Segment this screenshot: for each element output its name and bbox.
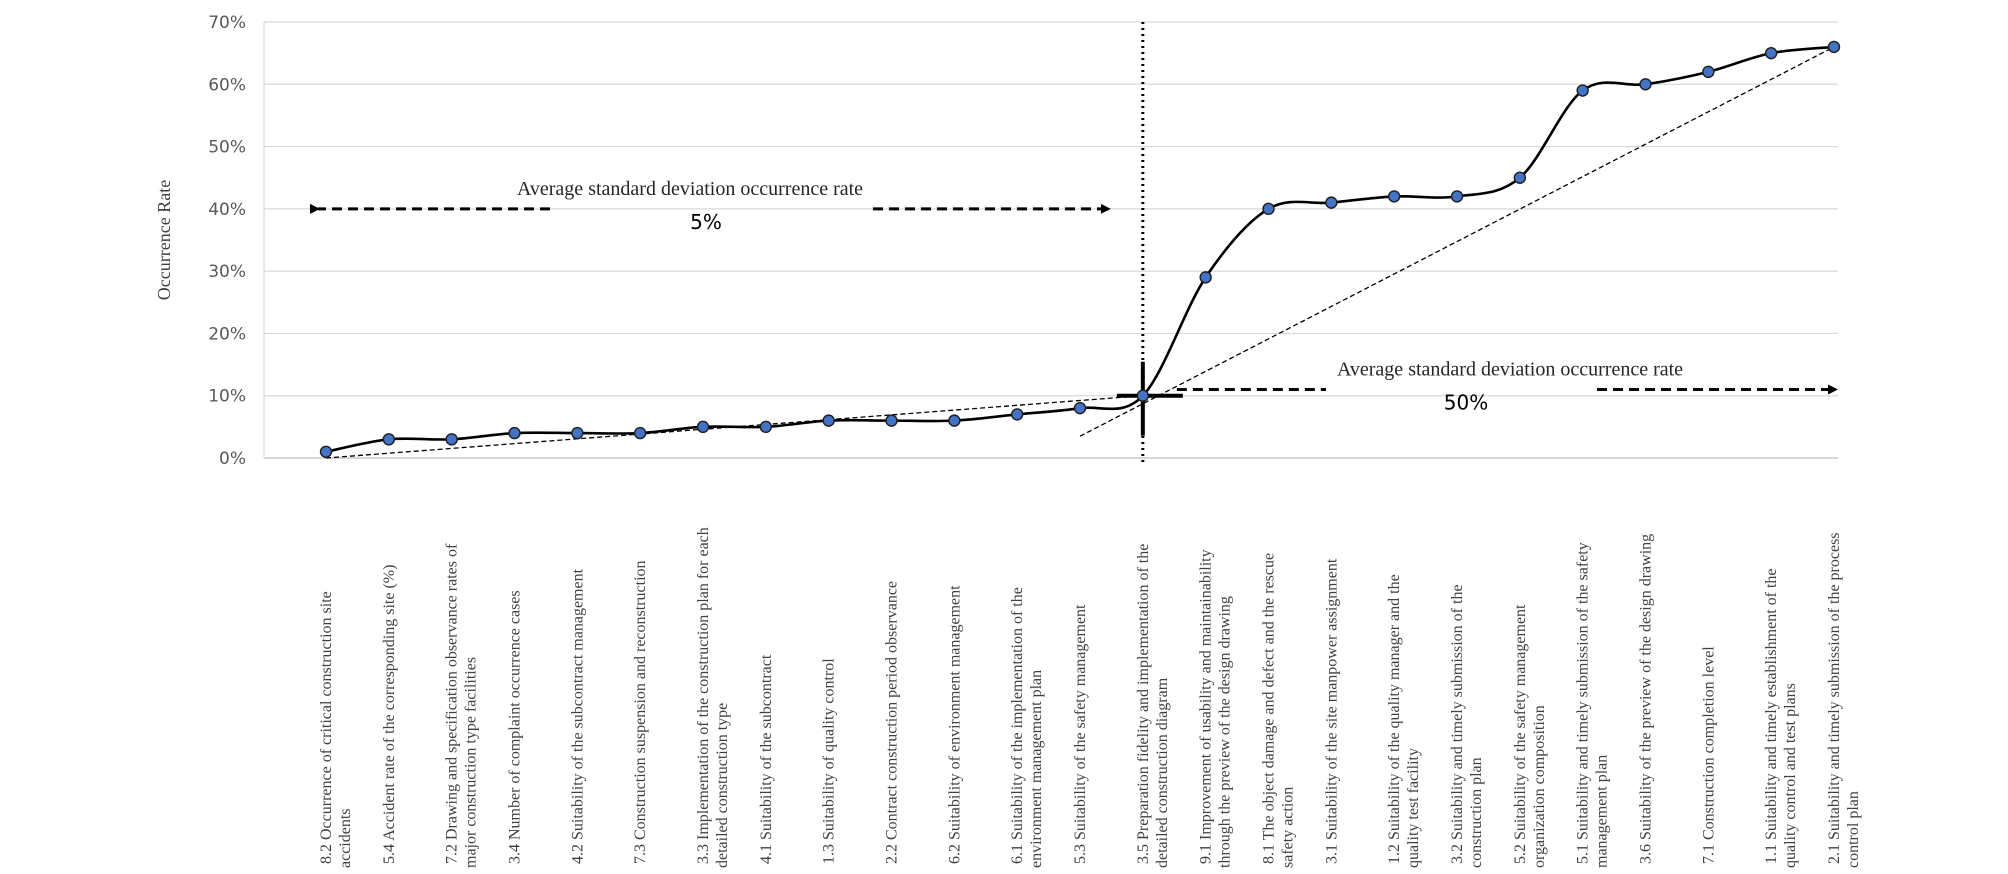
data-point	[1199, 271, 1212, 284]
data-point	[948, 414, 961, 427]
trend-lines	[325, 46, 1835, 459]
data-point	[1387, 190, 1401, 203]
category-label: 9.1 Improvement of usability and maintai…	[1198, 549, 1234, 868]
category-label: 1.3 Suitability of quality control	[821, 658, 838, 864]
threshold-marker	[1116, 22, 1183, 462]
category-label: 7.2 Drawing and specification observance…	[444, 543, 480, 868]
gridlines	[264, 21, 1838, 459]
category-label: 4.2 Suitability of the subcontract manag…	[569, 568, 586, 864]
data-point	[633, 426, 647, 440]
category-label: 3.6 Suitability of the preview of the de…	[1638, 534, 1655, 864]
category-label: 6.1 Suitability of the implementation of…	[1009, 587, 1045, 868]
data-points	[319, 40, 1841, 458]
data-point	[1136, 389, 1150, 402]
category-label: 8.2 Occurrence of critical construction …	[318, 591, 354, 868]
annotation-value: 50%	[1444, 390, 1488, 414]
series-line	[325, 45, 1835, 454]
data-point	[508, 426, 521, 440]
data-point	[696, 420, 710, 434]
data-point	[1576, 84, 1589, 97]
category-label: 3.2 Suitability and timely submission of…	[1449, 584, 1485, 868]
y-tick-label: 40%	[208, 200, 246, 220]
y-tick-label: 30%	[208, 262, 246, 282]
y-tick-label: 60%	[208, 75, 246, 95]
data-point	[759, 420, 773, 434]
annotation-label: Average standard deviation occurrence ra…	[517, 178, 863, 200]
y-tick-label: 50%	[208, 138, 246, 158]
data-point	[1010, 408, 1024, 421]
data-point	[1450, 190, 1464, 203]
data-point	[1702, 65, 1715, 79]
annotation-label: Average standard deviation occurrence ra…	[1337, 358, 1683, 380]
data-point	[382, 433, 396, 446]
y-tick-label: 20%	[208, 324, 246, 344]
category-label: 3.1 Suitability of the site manpower ass…	[1323, 558, 1340, 864]
category-labels: 8.2 Occurrence of critical construction …	[318, 527, 1862, 868]
category-label: 6.2 Suitability of environment managemen…	[946, 585, 963, 864]
category-label: 3.4 Number of complaint occurrence cases	[507, 590, 524, 864]
data-point	[885, 414, 898, 427]
category-label: 5.2 Suitability of the safety management…	[1512, 604, 1548, 868]
data-point	[1639, 78, 1652, 91]
data-point	[1513, 171, 1527, 184]
category-label: 5.1 Suitability and timely submission of…	[1575, 542, 1611, 868]
data-point	[822, 414, 835, 427]
category-label: 2.1 Suitability and timely submission of…	[1826, 532, 1862, 868]
category-label: 5.3 Suitability of the safety management	[1072, 604, 1089, 864]
y-axis-ticks: 0% 10% 20% 30% 40% 50% 60% 70%	[208, 13, 246, 469]
category-label: 2.2 Contract construction period observa…	[884, 581, 901, 864]
category-label: 5.4 Accident rate of the corresponding s…	[381, 565, 398, 864]
category-label: 1.2 Suitability of the quality manager a…	[1386, 574, 1422, 868]
category-label: 3.3 Implementation of the construction p…	[695, 527, 731, 868]
category-label: 1.1 Suitability and timely establishment…	[1763, 568, 1799, 868]
data-point	[1325, 196, 1338, 209]
category-label: 4.1 Suitability of the subcontract	[758, 654, 775, 864]
annotation-value: 5%	[690, 210, 722, 234]
annotations: Average standard deviation occurrence ra…	[310, 178, 1838, 414]
data-point	[571, 426, 584, 440]
data-point	[319, 445, 333, 458]
series-path	[325, 45, 1835, 454]
category-label: 3.5 Preparation fidelity and implementat…	[1135, 544, 1171, 868]
y-tick-label: 70%	[208, 13, 246, 33]
data-point	[445, 433, 458, 446]
trend-line	[1079, 46, 1835, 437]
y-axis-label: Occurrence Rate	[154, 180, 174, 300]
data-point	[1764, 46, 1778, 60]
data-point	[1827, 40, 1841, 54]
category-label: 7.3 Construction suspension and reconstr…	[632, 560, 649, 864]
data-point	[1073, 401, 1087, 415]
data-point	[1262, 202, 1275, 216]
category-label: 8.1 The object damage and defect and the…	[1261, 553, 1297, 868]
y-tick-label: 0%	[219, 449, 246, 469]
category-label: 7.1 Construction completion level	[1700, 646, 1717, 864]
y-tick-label: 10%	[208, 387, 246, 407]
